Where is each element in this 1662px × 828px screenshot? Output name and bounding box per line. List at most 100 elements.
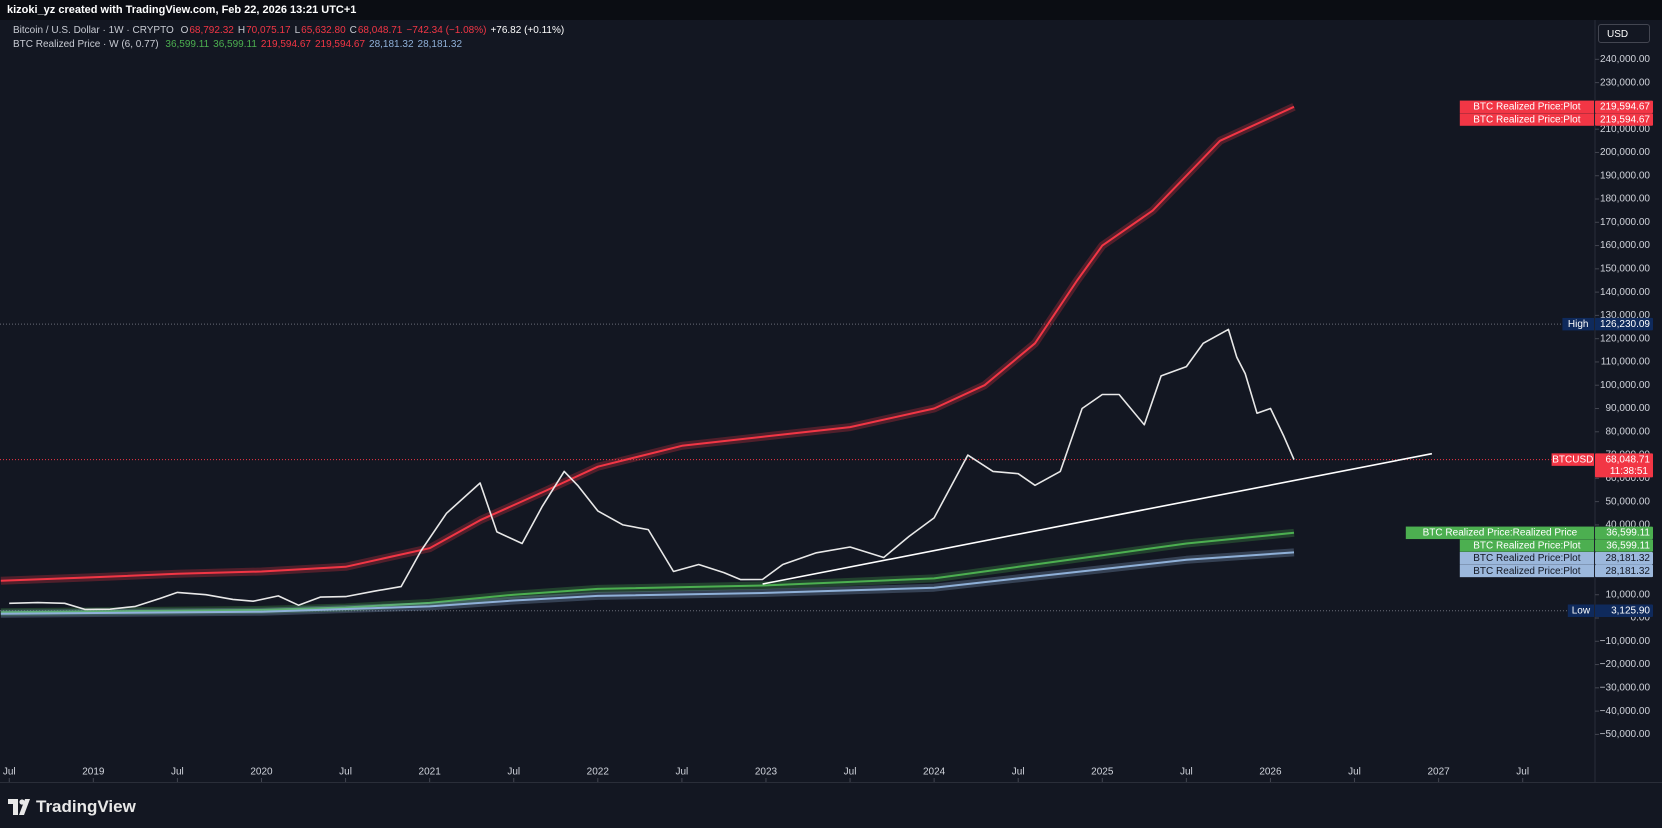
x-tick-label: 2021 bbox=[419, 767, 442, 778]
ohlc-value: 68,048.71 bbox=[357, 25, 403, 36]
price-label-value: 126,230.09 bbox=[1600, 319, 1650, 330]
x-tick-label: 2024 bbox=[923, 767, 946, 778]
price-label-name-box bbox=[1551, 453, 1594, 466]
price-label: BTC Realized Price:Plot 36,599.11 bbox=[1459, 539, 1653, 552]
price-label-value-box bbox=[1595, 453, 1653, 478]
legend-indicator-row: BTC Realized Price · W (6, 0.77) 36,599.… bbox=[13, 39, 466, 50]
series-line bbox=[0, 105, 1295, 582]
y-tick-label: −50,000.00 bbox=[1600, 729, 1651, 740]
price-label-name-box bbox=[1562, 317, 1594, 331]
ohlc-key: H bbox=[237, 25, 246, 36]
price-label-name: BTC Realized Price:Plot bbox=[1473, 102, 1580, 113]
ohlc-key: O bbox=[180, 25, 189, 36]
price-label-name: BTC Realized Price:Plot bbox=[1473, 566, 1580, 577]
price-label-name: High bbox=[1568, 319, 1589, 330]
price-label-name-box bbox=[1405, 526, 1594, 540]
price-label: BTC Realized Price:Plot 28,181.32 bbox=[1459, 564, 1653, 578]
price-label-name-box bbox=[1459, 539, 1594, 552]
price-label: Low 3,125.90 bbox=[1567, 604, 1653, 617]
x-tick-label: Jul bbox=[339, 767, 352, 778]
x-tick-label: 2023 bbox=[755, 767, 778, 778]
y-tick-label: 90,000.00 bbox=[1606, 403, 1651, 414]
price-label: BTC Realized Price:Plot 28,181.32 bbox=[1459, 551, 1653, 565]
price-label-name: Low bbox=[1572, 606, 1591, 617]
price-label-value-box bbox=[1595, 564, 1653, 578]
extra: +76.82 (+0.11%) bbox=[490, 25, 565, 36]
y-tick-label: 130,000.00 bbox=[1600, 310, 1650, 321]
y-tick-label: 190,000.00 bbox=[1600, 170, 1650, 181]
series-line bbox=[9, 328, 1295, 611]
ohlc-value: 68,792.32 bbox=[189, 25, 234, 36]
y-tick-label: −20,000.00 bbox=[1600, 659, 1651, 670]
price-label-sub: 11:38:51 bbox=[1610, 466, 1649, 477]
ohlc-value: 70,075.17 bbox=[246, 25, 291, 36]
y-tick-label: 10,000.00 bbox=[1606, 589, 1651, 600]
price-label-value: 219,594.67 bbox=[1600, 114, 1650, 125]
price-label-name: BTC Realized Price:Realized Price bbox=[1423, 528, 1578, 539]
price-label-name-box bbox=[1459, 564, 1594, 578]
price-label-name: BTC Realized Price:Plot bbox=[1473, 540, 1580, 551]
series-line bbox=[0, 531, 1295, 614]
price-label-name-box bbox=[1459, 113, 1594, 126]
price-label-value: 28,181.32 bbox=[1606, 566, 1651, 577]
price-label-value: 28,181.32 bbox=[1606, 553, 1651, 564]
x-tick-label: Jul bbox=[1516, 767, 1529, 778]
x-tick-label: Jul bbox=[507, 767, 520, 778]
y-tick-label: −30,000.00 bbox=[1600, 682, 1651, 693]
x-tick-label: 2027 bbox=[1427, 767, 1450, 778]
y-tick-label: 50,000.00 bbox=[1606, 496, 1651, 507]
x-tick-label: Jul bbox=[1348, 767, 1361, 778]
indicator-value: 36,599.11 bbox=[213, 39, 257, 50]
currency-button[interactable]: USD bbox=[1598, 24, 1650, 43]
plot-bg bbox=[0, 20, 1595, 782]
indicator-value: 219,594.67 bbox=[314, 39, 366, 50]
x-tick-label: Jul bbox=[1012, 767, 1025, 778]
x-tick-label: Jul bbox=[3, 767, 16, 778]
indicator-value: 36,599.11 bbox=[165, 39, 210, 50]
indicator: BTC Realized Price · W (6, 0.77) bbox=[13, 39, 159, 50]
ohlc-key: L bbox=[294, 25, 301, 36]
price-label-value-box bbox=[1595, 551, 1653, 565]
symbol: Bitcoin / U.S. Dollar · 1W · CRYPTO bbox=[13, 25, 174, 36]
price-label-name: BTCUSD bbox=[1552, 454, 1593, 465]
y-tick-label: 40,000.00 bbox=[1606, 520, 1651, 531]
x-tick-label: 2025 bbox=[1091, 767, 1114, 778]
y-tick-label: 140,000.00 bbox=[1600, 287, 1650, 298]
price-label-name: BTC Realized Price:Plot bbox=[1473, 553, 1580, 564]
y-tick-label: 160,000.00 bbox=[1600, 240, 1650, 251]
price-label-value: 3,125.90 bbox=[1611, 606, 1650, 617]
price-label: BTC Realized Price:Plot 219,594.67 bbox=[1459, 100, 1653, 114]
price-label: BTC Realized Price:Realized Price 36,599.… bbox=[1405, 526, 1653, 540]
price-label: High 126,230.09 bbox=[1562, 317, 1653, 331]
y-tick-label: 210,000.00 bbox=[1600, 124, 1650, 135]
price-label-value-box bbox=[1595, 604, 1653, 617]
price-label-value: 36,599.11 bbox=[1606, 528, 1650, 539]
price-label-value-box bbox=[1595, 113, 1653, 126]
footer: TradingView bbox=[0, 782, 1662, 828]
change: −742.34 (−1.08%) bbox=[406, 25, 487, 36]
x-tick-label: 2019 bbox=[82, 767, 105, 778]
price-label-name-box bbox=[1567, 604, 1594, 617]
y-tick-label: 100,000.00 bbox=[1600, 380, 1650, 391]
price-label-value-box bbox=[1595, 100, 1653, 114]
x-tick-label: 2020 bbox=[250, 767, 273, 778]
y-tick-label: 200,000.00 bbox=[1600, 147, 1650, 158]
price-label-value: 68,048.71 bbox=[1606, 454, 1651, 465]
x-tick-label: 2022 bbox=[587, 767, 610, 778]
y-tick-label: −40,000.00 bbox=[1600, 706, 1651, 717]
price-label-name: BTC Realized Price:Plot bbox=[1473, 114, 1580, 125]
y-tick-label: 170,000.00 bbox=[1600, 217, 1650, 228]
y-tick-label: −10,000.00 bbox=[1600, 636, 1651, 647]
x-tick-label: 2026 bbox=[1259, 767, 1282, 778]
y-tick-label: 80,000.00 bbox=[1606, 426, 1651, 437]
price-label-value: 219,594.67 bbox=[1600, 102, 1650, 113]
y-tick-label: 150,000.00 bbox=[1600, 263, 1650, 274]
y-tick-label: 0.00 bbox=[1631, 613, 1651, 624]
chart: 240,000.00230,000.00220,000.00210,000.00… bbox=[0, 20, 1653, 782]
trendline bbox=[762, 452, 1433, 585]
legend-symbol-row: Bitcoin / U.S. Dollar · 1W · CRYPTO O68,… bbox=[13, 25, 568, 36]
price-label-value-box bbox=[1595, 317, 1653, 331]
ohlc-key: C bbox=[349, 25, 357, 36]
